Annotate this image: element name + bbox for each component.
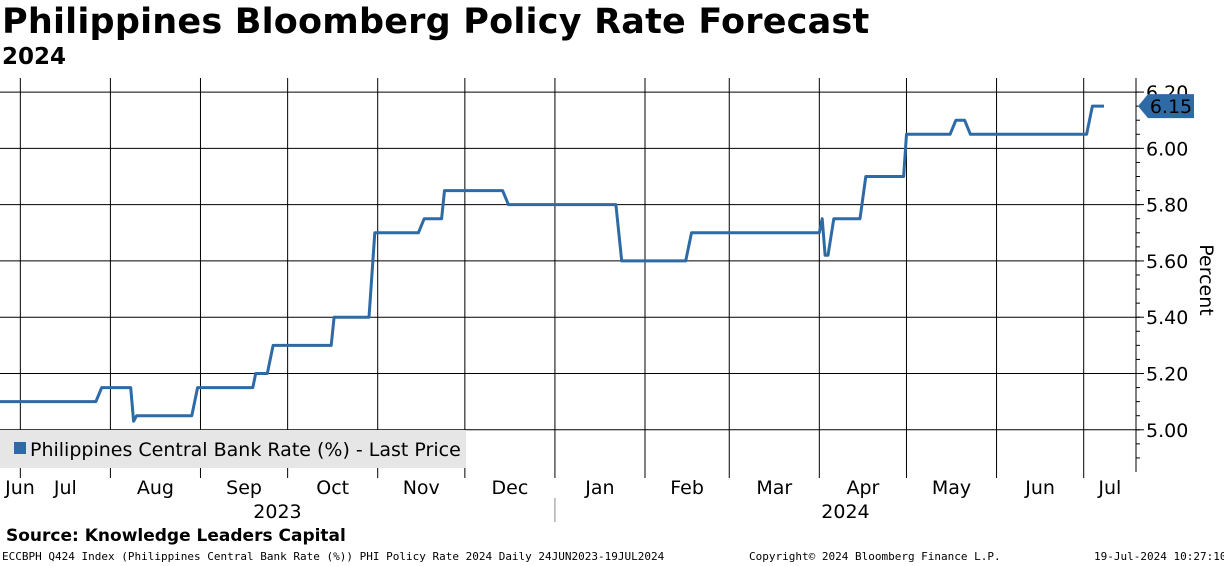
y-tick-label: 5.20: [1146, 364, 1188, 386]
x-tick-label: Jun: [4, 477, 35, 499]
x-tick-label: Oct: [316, 477, 349, 499]
x-tick-label: Jan: [584, 477, 614, 499]
x-tick-label: Apr: [846, 477, 879, 499]
chart-subtitle: 2024: [2, 44, 67, 70]
source-note: Source: Knowledge Leaders Capital: [6, 526, 346, 546]
x-tick-label: May: [932, 477, 971, 499]
legend-swatch: [14, 442, 26, 454]
footer-index-info: ECCBPH Q424 Index (Philippines Central B…: [2, 550, 665, 563]
year-label-2024: 2024: [821, 501, 869, 523]
chart-title: Philippines Bloomberg Policy Rate Foreca…: [2, 2, 870, 42]
x-tick-label: Feb: [670, 477, 704, 499]
x-tick-label: Jun: [1024, 477, 1055, 499]
x-tick-label: Nov: [403, 477, 440, 499]
legend: Philippines Central Bank Rate (%) - Last…: [0, 430, 466, 468]
x-tick-label: Sep: [226, 477, 262, 499]
y-tick-label: 6.00: [1146, 138, 1188, 160]
y-tick-label: 5.80: [1146, 195, 1188, 217]
footer-timestamp: 19-Jul-2024 10:27:10: [1094, 550, 1224, 563]
legend-bg: [0, 430, 466, 468]
last-value-label: 6.15: [1150, 96, 1192, 118]
y-tick-label: 5.60: [1146, 251, 1188, 273]
x-tick-label: Jul: [53, 477, 77, 499]
year-label-2023: 2023: [253, 501, 301, 523]
series-line-policy-rate: [0, 104, 1104, 423]
y-tick-label: 5.40: [1146, 307, 1188, 329]
x-tick-label: Jul: [1097, 477, 1121, 499]
x-tick-label: Dec: [492, 477, 529, 499]
y-tick-label: 5.00: [1146, 420, 1188, 442]
x-tick-label: Mar: [756, 477, 792, 499]
footer-copyright: Copyright© 2024 Bloomberg Finance L.P.: [749, 550, 1001, 563]
last-value-tag: 6.15: [1138, 94, 1194, 119]
last-value-tag-bg: [1138, 94, 1194, 119]
x-tick-label: Aug: [137, 477, 174, 499]
y-axis-title: Percent: [1195, 244, 1217, 316]
legend-label: Philippines Central Bank Rate (%) - Last…: [30, 439, 461, 461]
